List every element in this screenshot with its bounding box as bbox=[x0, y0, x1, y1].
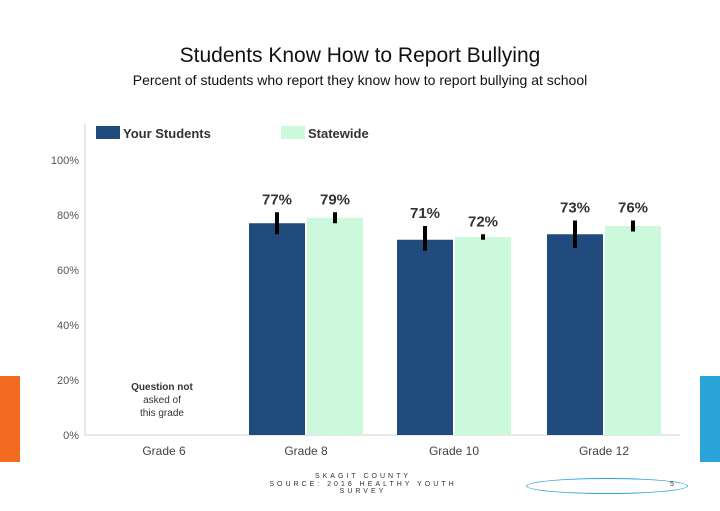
bar bbox=[605, 226, 661, 435]
y-tick-label: 80% bbox=[57, 210, 79, 222]
bar bbox=[547, 234, 603, 435]
y-tick-label: 0% bbox=[63, 430, 79, 442]
data-label: 71% bbox=[410, 205, 440, 222]
annotation-text: this grade bbox=[140, 408, 184, 419]
data-label: 76% bbox=[618, 200, 648, 217]
data-label: 79% bbox=[320, 191, 350, 208]
footer-county: SKAGIT COUNTY bbox=[314, 473, 412, 480]
legend-swatch bbox=[281, 126, 305, 139]
page-number: 5 bbox=[670, 481, 674, 488]
data-label: 72% bbox=[468, 213, 498, 230]
footer-source: SOURCE: 2016 HEALTHY YOUTH SURVEY bbox=[269, 481, 457, 495]
annotation-text: asked of bbox=[143, 395, 181, 406]
data-label: 77% bbox=[262, 191, 292, 208]
annotation-text: Question not bbox=[131, 382, 193, 393]
bar bbox=[307, 217, 363, 435]
data-label: 73% bbox=[560, 200, 590, 217]
x-tick-label: Grade 6 bbox=[142, 444, 186, 458]
page-number-oval bbox=[526, 478, 688, 494]
bar bbox=[397, 239, 453, 435]
bar bbox=[455, 237, 511, 435]
slide-title: Students Know How to Report Bullying bbox=[179, 44, 541, 67]
legend-label: Statewide bbox=[308, 126, 369, 141]
x-tick-label: Grade 10 bbox=[429, 444, 479, 458]
bar bbox=[249, 223, 305, 435]
slide-subtitle: Percent of students who report they know… bbox=[132, 72, 588, 88]
x-tick-label: Grade 8 bbox=[284, 444, 328, 458]
y-tick-label: 60% bbox=[57, 265, 79, 277]
y-tick-label: 20% bbox=[57, 375, 79, 387]
y-tick-label: 40% bbox=[57, 320, 79, 332]
legend-swatch bbox=[96, 126, 120, 139]
y-tick-label: 100% bbox=[51, 155, 79, 167]
legend-label: Your Students bbox=[123, 126, 211, 141]
x-tick-label: Grade 12 bbox=[579, 444, 629, 458]
